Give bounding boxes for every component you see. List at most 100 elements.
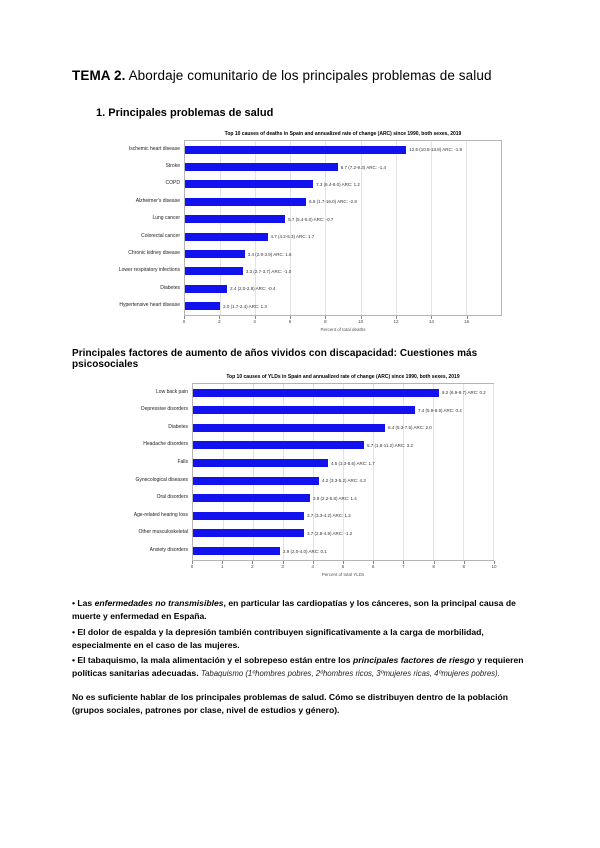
axis-tick-number: 10 [358,318,364,324]
category-label: Oral disorders [156,494,188,501]
axis-tick-number: 0 [182,318,186,324]
gridline [373,383,374,560]
axis-tick-number: 0 [190,563,194,569]
x-axis-label: Percent of total deaths [320,326,366,332]
body-text: • Las enfermedades no transmisibles, en … [72,597,530,717]
text-segment: enfermedades no transmisibles [94,597,224,608]
category-label: Depressive disorders [141,406,188,413]
axis-tick-number: 14 [428,318,434,324]
bar [185,284,228,293]
bar [185,302,221,311]
bar-value-label: 6.4 (5.3-7.5) ARC: 2.0 [388,425,432,431]
category-labels: Ischemic heart disease Stroke COPD Alzheime… [72,140,184,316]
bar [185,250,245,259]
bar-value-label: 3.7 (2.8-4.9) ARC: -1.2 [307,530,353,536]
bar-value-label: 12.6 (10.8-13.8) ARC: -1.9 [409,147,462,153]
chart-title: Top 10 causes of YLDs in Spain and annua… [226,373,460,380]
axis-tick [431,315,433,319]
x-axis: 0 2 4 6 8 10 12 14 16 [182,315,502,326]
axis-tick [403,560,405,564]
bar [193,388,439,397]
text-segment: No es suficiente hablar de los principal… [72,692,508,716]
category-label: Chronic kidney disease [128,250,180,257]
axis-tick [433,560,435,564]
bar-value-label: 8.7 (7.2-9.3) ARC: -1.4 [340,164,386,170]
bar-row: 6.4 (5.3-7.5) ARC: 2.0 [193,419,493,437]
bar-value-label: 6.9 (1.7-16.0) ARC: -2.8 [309,199,357,205]
page-title: TEMA 2. Abordaje comunitario de los prin… [72,68,530,83]
bar-value-label: 8.2 (6.9-9.7) ARC: 0.2 [442,390,486,396]
page-title-number: TEMA 2. [72,68,126,83]
bar [193,423,385,432]
category-label: Stroke [165,163,180,170]
gridline [290,141,292,315]
bar-row: 3.4 (2.9-3.9) ARC: 1.6 [185,245,501,262]
bar-row: 5.7 (1.8-11.2) ARC: 3.2 [193,437,493,455]
bar-row: 5.7 (5.4-6.0) ARC: -0.7 [185,211,501,228]
category-labels: Low back pain Depressive disorders Diabete… [110,383,192,561]
chart-body: Ischemic heart disease Stroke COPD Alzheime… [72,140,530,316]
chart2-wrapper: Top 10 causes of YLDs in Spain and annua… [110,374,530,577]
text-segment: y requieren políticas sanitarias adecuad… [72,655,524,679]
list-item-principales-problemas: 1. Principales problemas de salud [96,107,274,119]
gridline [433,383,434,560]
bar-row: 6.9 (1.7-16.0) ARC: -2.8 [185,193,501,210]
axis-tick [312,560,314,564]
bar-row: 2.0 (1.7-2.4) ARC: 1.3 [185,298,501,315]
category-label: COPD [165,180,180,187]
bar-row: 3.9 (2.2-5.8) ARC: 1.4 [193,489,493,507]
bar-value-label: 3.7 (3.3-4.2) ARC: 1.2 [307,513,351,519]
chart-title: Top 10 causes of deaths in Spain and ann… [224,131,462,137]
axis-tick-number: 7 [402,563,405,569]
bar-value-label: 2.0 (1.7-2.4) ARC: 1.3 [223,303,267,309]
bullet-ncd: • Las enfermedades no transmisibles, en … [72,597,530,623]
gridline [465,141,467,315]
bar-row: 3.3 (2.7-3.7) ARC: -1.0 [185,263,501,280]
gridline [493,383,494,560]
category-label: Other musculoskeletal [138,529,188,536]
axis-tick [254,315,256,319]
bar-row: 2.9 (2.0-4.0) ARC: 0.1 [193,542,493,560]
bar-row: 3.7 (2.8-4.9) ARC: -1.2 [193,525,493,543]
category-label: Lower respiratory infections [118,267,180,274]
axis-tick-number: 12 [393,318,399,324]
chart-top10-ylds: Top 10 causes of YLDs in Spain and annua… [110,374,530,577]
x-axis: 0 1 2 3 4 5 6 7 8 9 10 [190,560,497,571]
category-label: Age-related hearing loss [133,511,188,518]
gridline [395,141,397,315]
gridline [325,141,327,315]
axis-tick [466,315,468,319]
bullet-risk-factors: • El tabaquismo, la mala alimentación y … [72,654,530,680]
bar [185,267,243,276]
category-label: Gynecological diseases [135,476,188,483]
bar-row: 12.6 (10.8-13.8) ARC: -1.9 [185,141,501,158]
axis-tick [463,560,465,564]
axis-tick-number: 1 [220,563,224,569]
text-segment: • El tabaquismo, la mala alimentación y … [72,655,353,666]
axis-tick-number: 6 [371,563,375,569]
category-label: Falls [177,459,188,466]
bar-row: 8.7 (7.2-9.3) ARC: -1.4 [185,158,501,175]
category-label: Anxiety disorders [149,547,188,554]
bar [193,547,280,556]
category-label: Diabetes [160,284,180,291]
gridline [463,383,464,560]
axis-tick [282,560,284,564]
bar [193,511,304,520]
bar [193,406,415,415]
bar-row: 7.3 (6.4-8.0) ARC: 1.2 [185,176,501,193]
axis-tick-number: 6 [288,318,292,324]
bar [185,197,307,206]
bar [193,441,364,450]
axis-tick [222,560,224,564]
bar [185,163,338,172]
axis-tick [494,560,495,564]
bar-value-label: 7.4 (5.9-8.9) ARC: 0.4 [418,407,462,413]
axis-tick-number: 8 [432,563,435,569]
category-label: Lung cancer [152,215,180,222]
chart-body: Low back pain Depressive disorders Diabete… [110,382,530,561]
axis-tick [343,560,344,564]
gridline [430,141,432,315]
axis-tick-number: 9 [462,563,466,569]
